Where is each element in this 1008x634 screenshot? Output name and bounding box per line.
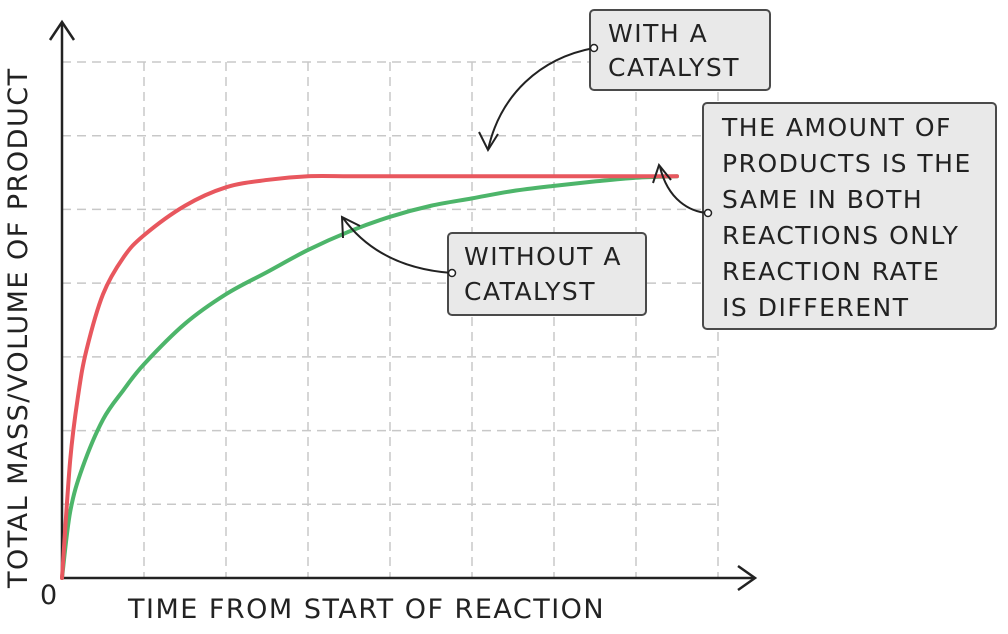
annotation-with-line-2: CATALYST [608,53,740,82]
y-axis-arrowhead [48,19,76,41]
annotation-with-line-1: WITH A [608,19,708,48]
annotation-same-line-4: REACTIONS ONLY [722,221,959,250]
x-axis-arrowhead [737,564,758,592]
origin-label: 0 [40,580,59,611]
annotation-same-line-5: REACTION RATE [722,257,940,286]
annotation-same-arrow [659,166,709,214]
series-layer [60,173,679,580]
annotation-same-line-3: SAME IN BOTH [722,185,923,214]
annotation-without-line-2: CATALYST [464,277,596,306]
axes [48,19,758,592]
series-line-without-catalyst [60,174,679,580]
annotation-without-line-1: WITHOUT A [464,242,622,271]
grid-lines [62,61,719,578]
annotation-same-amount: THE AMOUNT OF PRODUCTS IS THE SAME IN BO… [652,102,997,330]
annotation-with-catalyst: WITH A CATALYST [478,9,771,153]
annotation-same-line-2: PRODUCTS IS THE [722,149,972,178]
annotation-without-catalyst: WITHOUT A CATALYST [340,215,647,316]
x-axis-label: TIME FROM START OF REACTION [127,594,605,625]
y-axis-label: TOTAL MASS/VOLUME OF PRODUCT [3,67,34,589]
annotation-with-arrow [487,47,595,151]
series-line-with-catalyst [60,173,679,580]
annotation-without-arrow [342,217,453,274]
annotation-same-line-6: IS DIFFERENT [722,293,910,322]
annotation-same-line-1: THE AMOUNT OF [721,113,952,142]
